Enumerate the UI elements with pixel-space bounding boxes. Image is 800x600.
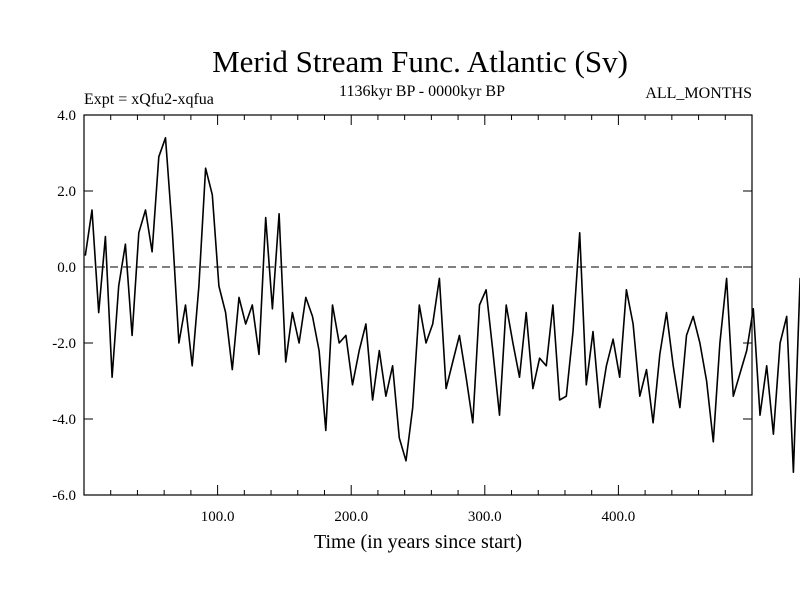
plot-frame (83, 114, 753, 496)
x-tick-labels: 100.0 200.0 300.0 400.0 (201, 509, 636, 525)
x-tick-label: 300.0 (468, 509, 502, 525)
time-range-label: 1136kyr BP - 0000kyr BP (339, 83, 505, 100)
y-tick-label: 0.0 (57, 260, 76, 276)
y-tick-label: 2.0 (57, 184, 76, 200)
months-label: ALL_MONTHS (645, 85, 752, 102)
x-tick-label: 400.0 (602, 509, 636, 525)
y-tick-label: -6.0 (52, 488, 76, 504)
experiment-label: Expt = xQfu2-xqfua (84, 91, 214, 108)
y-tick-label: 4.0 (57, 108, 76, 124)
chart-title: Merid Stream Func. Atlantic (Sv) (212, 44, 628, 79)
x-tick-label: 100.0 (201, 509, 235, 525)
y-tick-labels: 4.0 2.0 0.0 -2.0 -4.0 -6.0 (52, 108, 76, 504)
y-tick-label: -2.0 (52, 336, 76, 352)
tick-marks (84, 114, 752, 496)
y-tick-label: -4.0 (52, 412, 76, 428)
data-series-line (84, 137, 800, 473)
x-tick-label: 200.0 (334, 509, 368, 525)
x-axis-label: Time (in years since start) (314, 531, 522, 553)
